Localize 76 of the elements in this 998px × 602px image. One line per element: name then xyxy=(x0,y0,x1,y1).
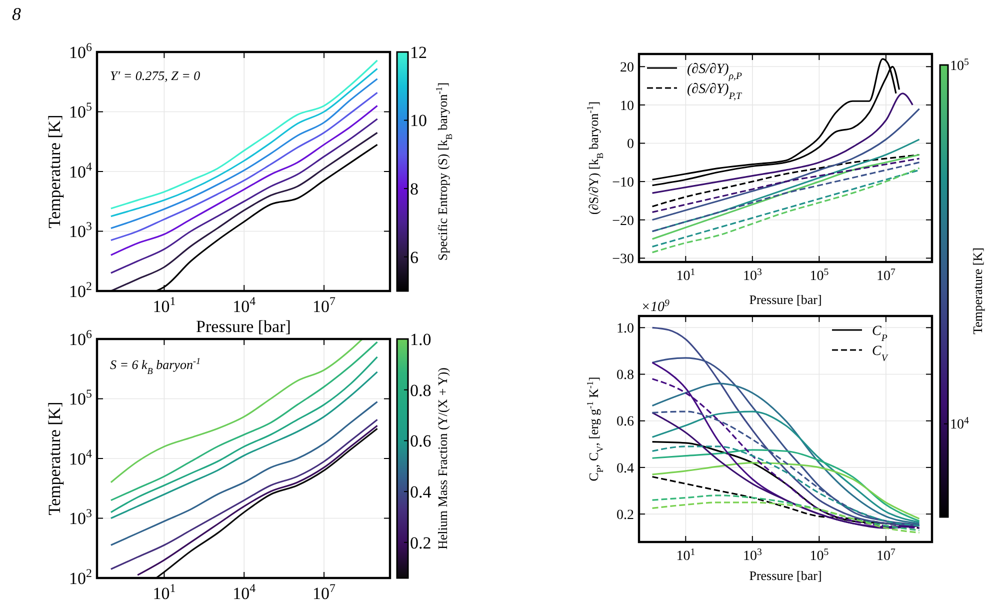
color-bar-label: 0.2 xyxy=(410,533,432,552)
x-tick-label: 10$^{1}$ xyxy=(152,581,176,602)
line-series xyxy=(651,154,920,208)
legend-label: (∂S/∂Y)$_{P,T}$ xyxy=(687,82,744,102)
y-tick-label: 10 xyxy=(620,98,634,114)
y-tick-label: 20 xyxy=(620,60,634,76)
line-series xyxy=(651,502,920,534)
line-series xyxy=(651,154,920,240)
y-tick-label: 0.8 xyxy=(616,368,634,384)
color-bar-label: 12 xyxy=(410,42,427,62)
color-bar-label: 0.6 xyxy=(410,432,432,451)
line-series xyxy=(110,92,378,242)
annotation: S = 6 k$_{B}$ baryon$^{-1}$ xyxy=(110,356,201,376)
y-tick-label: 10$^{6}$ xyxy=(69,40,92,62)
x-tick-label: 10$^{7}$ xyxy=(312,581,336,602)
y-axis-title: Temperature [K] xyxy=(45,114,64,228)
legend-label: C$_{V}$ xyxy=(872,344,888,364)
legend-label: (∂S/∂Y)$_{ρ,P}$ xyxy=(687,62,742,82)
color-bar-label: 0.8 xyxy=(410,380,432,400)
y-tick-label: −30 xyxy=(612,252,634,268)
y-tick-label: 10$^{5}$ xyxy=(69,100,92,122)
x-tick-label: 10$^{7}$ xyxy=(876,266,896,284)
color-bar-title: Temperature [K] xyxy=(970,248,985,334)
line-series xyxy=(110,341,378,502)
line-series xyxy=(110,418,378,570)
y-tick-label: 1.0 xyxy=(616,322,634,337)
x-tick-label: 10$^{7}$ xyxy=(312,294,336,316)
line-series xyxy=(110,104,378,256)
y-tick-label: 10$^{2}$ xyxy=(69,566,92,588)
y-tick-label: 0.6 xyxy=(616,414,634,430)
y-tick-label: 10$^{6}$ xyxy=(69,326,92,349)
y-tick-label: 10$^{2}$ xyxy=(69,278,92,301)
x-axis-title: Pressure [bar] xyxy=(749,568,822,583)
x-tick-label: 10$^{7}$ xyxy=(876,546,896,564)
text: 8 xyxy=(12,4,21,24)
line-series xyxy=(651,108,920,221)
y-tick-label: −10 xyxy=(612,175,634,190)
x-tick-label: 10$^{3}$ xyxy=(742,266,762,284)
line-series xyxy=(110,132,378,291)
x-axis-title: Pressure [bar] xyxy=(196,317,291,336)
y-tick-label: 10$^{4}$ xyxy=(69,446,92,468)
color-bar-label: 10 xyxy=(410,111,427,130)
x-tick-label: 10$^{5}$ xyxy=(810,546,829,564)
annotation: Y′ = 0.275, Z = 0 xyxy=(110,68,201,83)
color-bar-label: 8 xyxy=(410,180,418,199)
y-axis-title: Temperature [K] xyxy=(45,402,64,516)
x-tick-label: 10$^{1}$ xyxy=(676,546,696,564)
color-bar-label: 0.4 xyxy=(410,482,432,502)
color-bar-label: 10$^{5}$ xyxy=(950,56,969,74)
legend-label: C$_{P}$ xyxy=(872,324,888,344)
y-tick-label: 10$^{4}$ xyxy=(69,159,92,182)
y-tick-label: 0.4 xyxy=(616,461,634,476)
x-tick-label: 10$^{4}$ xyxy=(232,294,256,316)
line-series xyxy=(110,400,378,546)
color-bar-label: 6 xyxy=(410,248,418,267)
x-tick-label: 10$^{4}$ xyxy=(232,581,256,602)
x-tick-label: 10$^{1}$ xyxy=(152,294,176,316)
y-tick-label: 0.2 xyxy=(616,508,634,523)
line-series xyxy=(651,158,920,214)
x-tick-label: 10$^{1}$ xyxy=(676,266,696,284)
x-tick-label: 10$^{5}$ xyxy=(810,266,829,284)
line-series xyxy=(651,462,920,520)
line-series xyxy=(651,494,920,532)
text: ×10$^{9}$ xyxy=(641,298,670,315)
y-tick-label: 10$^{3}$ xyxy=(69,506,92,528)
line-series xyxy=(651,162,920,232)
color-bar-title: Helium Mass Fraction (Y/(X + Y)) xyxy=(435,368,450,550)
line-series xyxy=(110,118,378,274)
y-tick-label: 10$^{3}$ xyxy=(69,219,92,242)
y-tick-label: 10$^{5}$ xyxy=(69,386,92,409)
y-tick-label: 0 xyxy=(627,137,634,152)
y-tick-label: −20 xyxy=(612,214,634,229)
color-bar-label: 1.0 xyxy=(410,330,432,349)
color-bar-label: 10$^{4}$ xyxy=(950,415,969,433)
x-axis-title: Pressure [bar] xyxy=(749,292,822,307)
x-tick-label: 10$^{3}$ xyxy=(742,546,762,564)
